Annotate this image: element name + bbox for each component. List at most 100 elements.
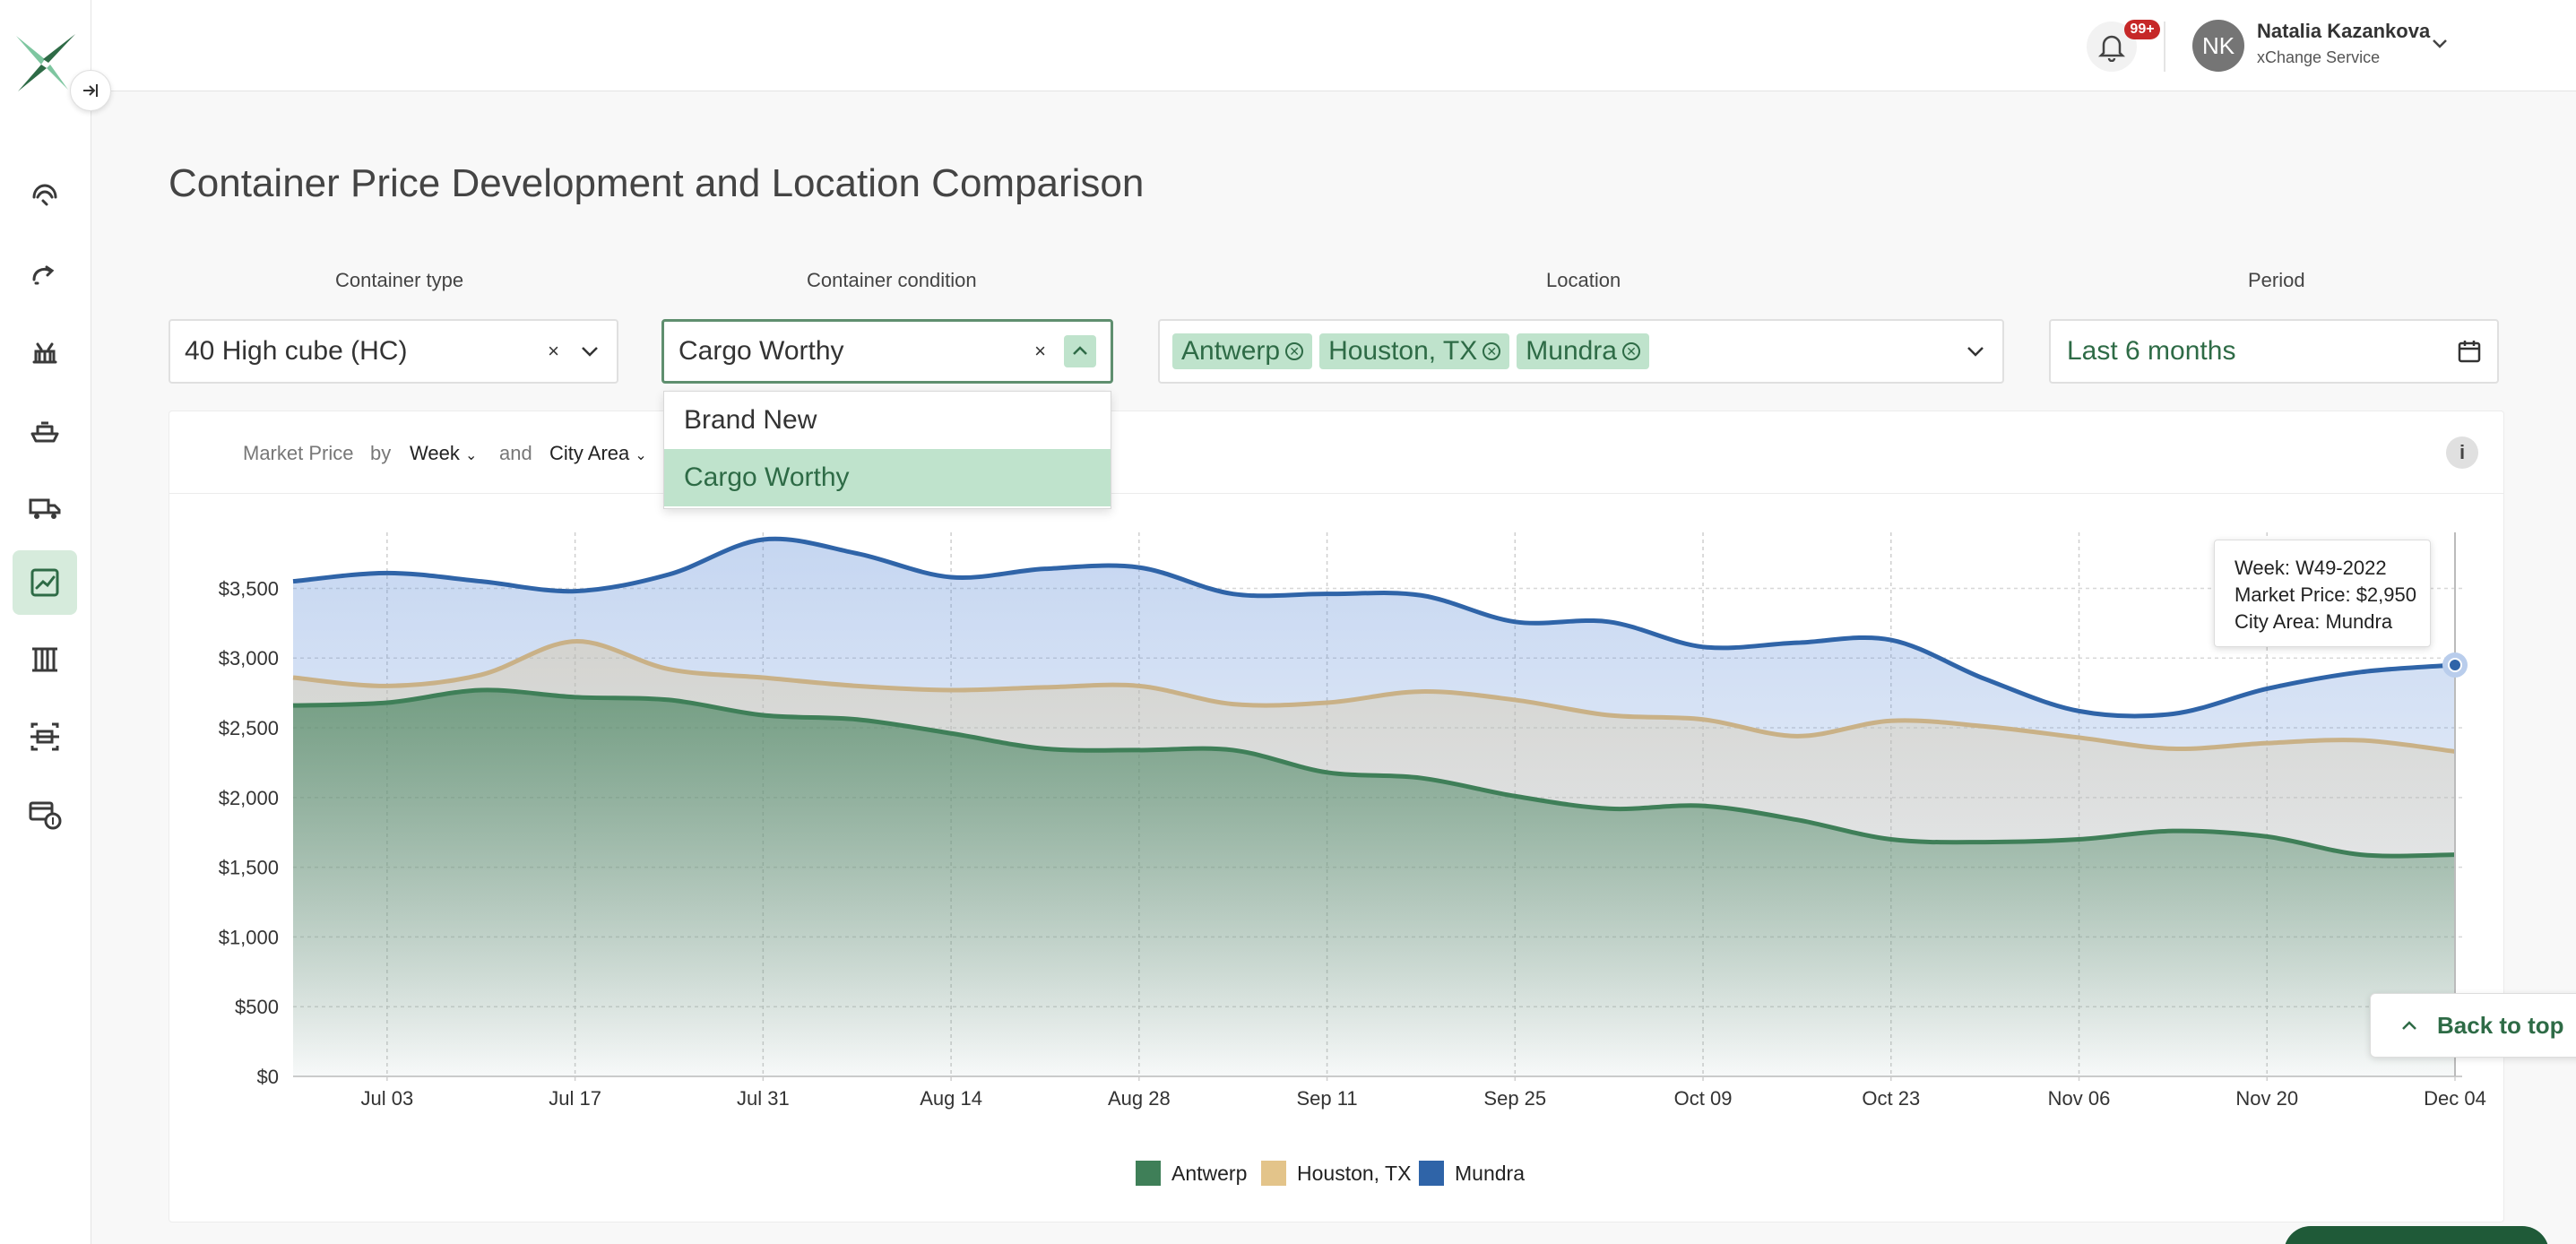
chevron-up-icon: [2402, 1021, 2416, 1030]
remove-chip-icon[interactable]: ✕: [1482, 342, 1501, 360]
location-label: Location: [1546, 269, 1621, 291]
nav-item-port[interactable]: [13, 319, 77, 384]
remove-chip-icon[interactable]: ✕: [1285, 342, 1304, 360]
y-tick-label: $1,000: [219, 926, 279, 948]
legend-swatch-mundra: [1419, 1161, 1444, 1186]
truck-icon: [29, 498, 61, 519]
topbar-divider: [2164, 22, 2165, 72]
location-chip: Houston, TX ✕: [1319, 333, 1510, 369]
chevron-down-icon: ⌄: [635, 448, 647, 463]
page-title: Container Price Development and Location…: [169, 161, 1145, 205]
container-condition-value: Cargo Worthy: [679, 336, 844, 366]
legend-swatch-houston-tx: [1261, 1161, 1286, 1186]
x-tick-label: Jul 17: [549, 1087, 601, 1110]
user-name[interactable]: Natalia Kazankova: [2257, 20, 2431, 42]
nav-item-inventory[interactable]: [13, 704, 77, 769]
xchange-logo[interactable]: [14, 32, 77, 95]
group-by-value: Week: [410, 442, 460, 464]
y-tick-label: $2,000: [219, 787, 279, 809]
tooltip-area: City Area: Mundra: [2235, 610, 2393, 633]
hover-point[interactable]: [2448, 658, 2462, 673]
y-tick-label: $3,000: [219, 647, 279, 670]
container-condition-select[interactable]: Cargo Worthy ×: [661, 319, 1113, 384]
notification-badge: 99+: [2124, 20, 2160, 39]
tooltip-price: Market Price: $2,950: [2235, 583, 2416, 606]
nav-item-transfers[interactable]: [13, 242, 77, 307]
period-value: Last 6 months: [2067, 336, 2236, 366]
route-icon: [32, 265, 55, 285]
clear-container-type-button[interactable]: ×: [548, 340, 559, 362]
chart-card: Market Price by Week ⌄ and City Area ⌄ i…: [169, 410, 2504, 1222]
container-icon: [32, 647, 57, 672]
container-type-value: 40 High cube (HC): [185, 336, 408, 366]
y-tick-label: $2,500: [219, 717, 279, 739]
x-tick-label: Nov 06: [2048, 1087, 2111, 1110]
nav-item-ship[interactable]: [13, 398, 77, 462]
chart-icon: [30, 568, 59, 597]
chart-tooltip: Week: W49-2022 Market Price: $2,950 City…: [2214, 540, 2431, 647]
nav-item-billing[interactable]: [13, 782, 77, 846]
remove-chip-icon[interactable]: ✕: [1621, 342, 1640, 360]
option-brand-new[interactable]: Brand New: [684, 405, 817, 435]
nav-item-depot[interactable]: [13, 627, 77, 692]
area-antwerp: [293, 689, 2455, 1076]
chip-label: Antwerp: [1181, 336, 1281, 366]
legend-label-antwerp[interactable]: Antwerp: [1171, 1162, 1247, 1185]
location-select[interactable]: Antwerp ✕ Houston, TX ✕ Mundra ✕: [1158, 319, 2004, 384]
x-tick-label: Sep 25: [1483, 1087, 1546, 1110]
metric-label: Market Price: [243, 442, 354, 464]
clear-container-condition-button[interactable]: ×: [1034, 340, 1046, 362]
tooltip-week: Week: W49-2022: [2235, 557, 2387, 579]
chevron-down-icon[interactable]: [2429, 32, 2451, 54]
y-tick-label: $3,500: [219, 577, 279, 600]
topbar: [91, 0, 2576, 91]
option-cargo-worthy[interactable]: Cargo Worthy: [664, 449, 1111, 506]
location-chips: Antwerp ✕ Houston, TX ✕ Mundra ✕: [1172, 333, 1963, 369]
and-label: and: [499, 442, 532, 464]
container-condition-dropdown: Brand New Cargo Worthy: [663, 391, 1111, 509]
split-by-value: City Area: [549, 442, 630, 464]
period-picker[interactable]: Last 6 months: [2049, 319, 2499, 384]
info-icon[interactable]: i: [2446, 436, 2478, 469]
x-tick-label: Nov 20: [2235, 1087, 2298, 1110]
collapse-sidebar-button[interactable]: [70, 70, 111, 111]
x-tick-label: Oct 23: [1862, 1087, 1920, 1110]
nav-item-market-insights[interactable]: [13, 550, 77, 615]
line-antwerp: [292, 687, 2456, 859]
scan-container-icon: [30, 722, 59, 751]
group-by-select[interactable]: Week ⌄: [410, 442, 477, 465]
period-label: Period: [2248, 269, 2305, 291]
x-tick-label: Jul 31: [737, 1087, 790, 1110]
chip-label: Mundra: [1526, 336, 1617, 366]
back-to-top-button[interactable]: Back to top: [2370, 993, 2576, 1058]
collapse-dropdown-button[interactable]: [1064, 335, 1096, 367]
sidebar: [0, 0, 111, 1244]
nav-item-dashboard[interactable]: [13, 163, 77, 228]
nav-item-trucking[interactable]: [13, 475, 77, 540]
avatar[interactable]: NK: [2192, 20, 2244, 72]
split-by-select[interactable]: City Area ⌄: [549, 442, 647, 465]
user-role: xChange Service: [2257, 48, 2381, 66]
container-type-select[interactable]: 40 High cube (HC) ×: [169, 319, 618, 384]
legend-label-mundra[interactable]: Mundra: [1455, 1162, 1525, 1185]
x-tick-label: Aug 14: [920, 1087, 982, 1110]
floating-action-button[interactable]: [2284, 1226, 2549, 1244]
y-tick-label: $0: [257, 1066, 279, 1088]
back-to-top-label: Back to top: [2437, 1011, 2564, 1039]
chevron-down-icon[interactable]: [577, 339, 602, 364]
legend-swatch-antwerp: [1136, 1161, 1161, 1186]
x-tick-label: Aug 28: [1108, 1087, 1171, 1110]
calendar-icon[interactable]: [2456, 338, 2483, 365]
y-tick-label: $1,500: [219, 857, 279, 879]
line-mundra: [292, 536, 2456, 719]
bell-icon: [2097, 35, 2126, 62]
ship-icon: [30, 421, 59, 443]
container-condition-label: Container condition: [807, 269, 977, 291]
x-tick-label: Sep 11: [1297, 1087, 1358, 1110]
line-houston-tx: [292, 639, 2456, 754]
legend-label-houston-tx[interactable]: Houston, TX: [1297, 1162, 1411, 1185]
chevron-down-icon[interactable]: [1963, 339, 1988, 364]
billing-icon: [29, 801, 62, 830]
x-tick-label: Jul 03: [361, 1087, 414, 1110]
